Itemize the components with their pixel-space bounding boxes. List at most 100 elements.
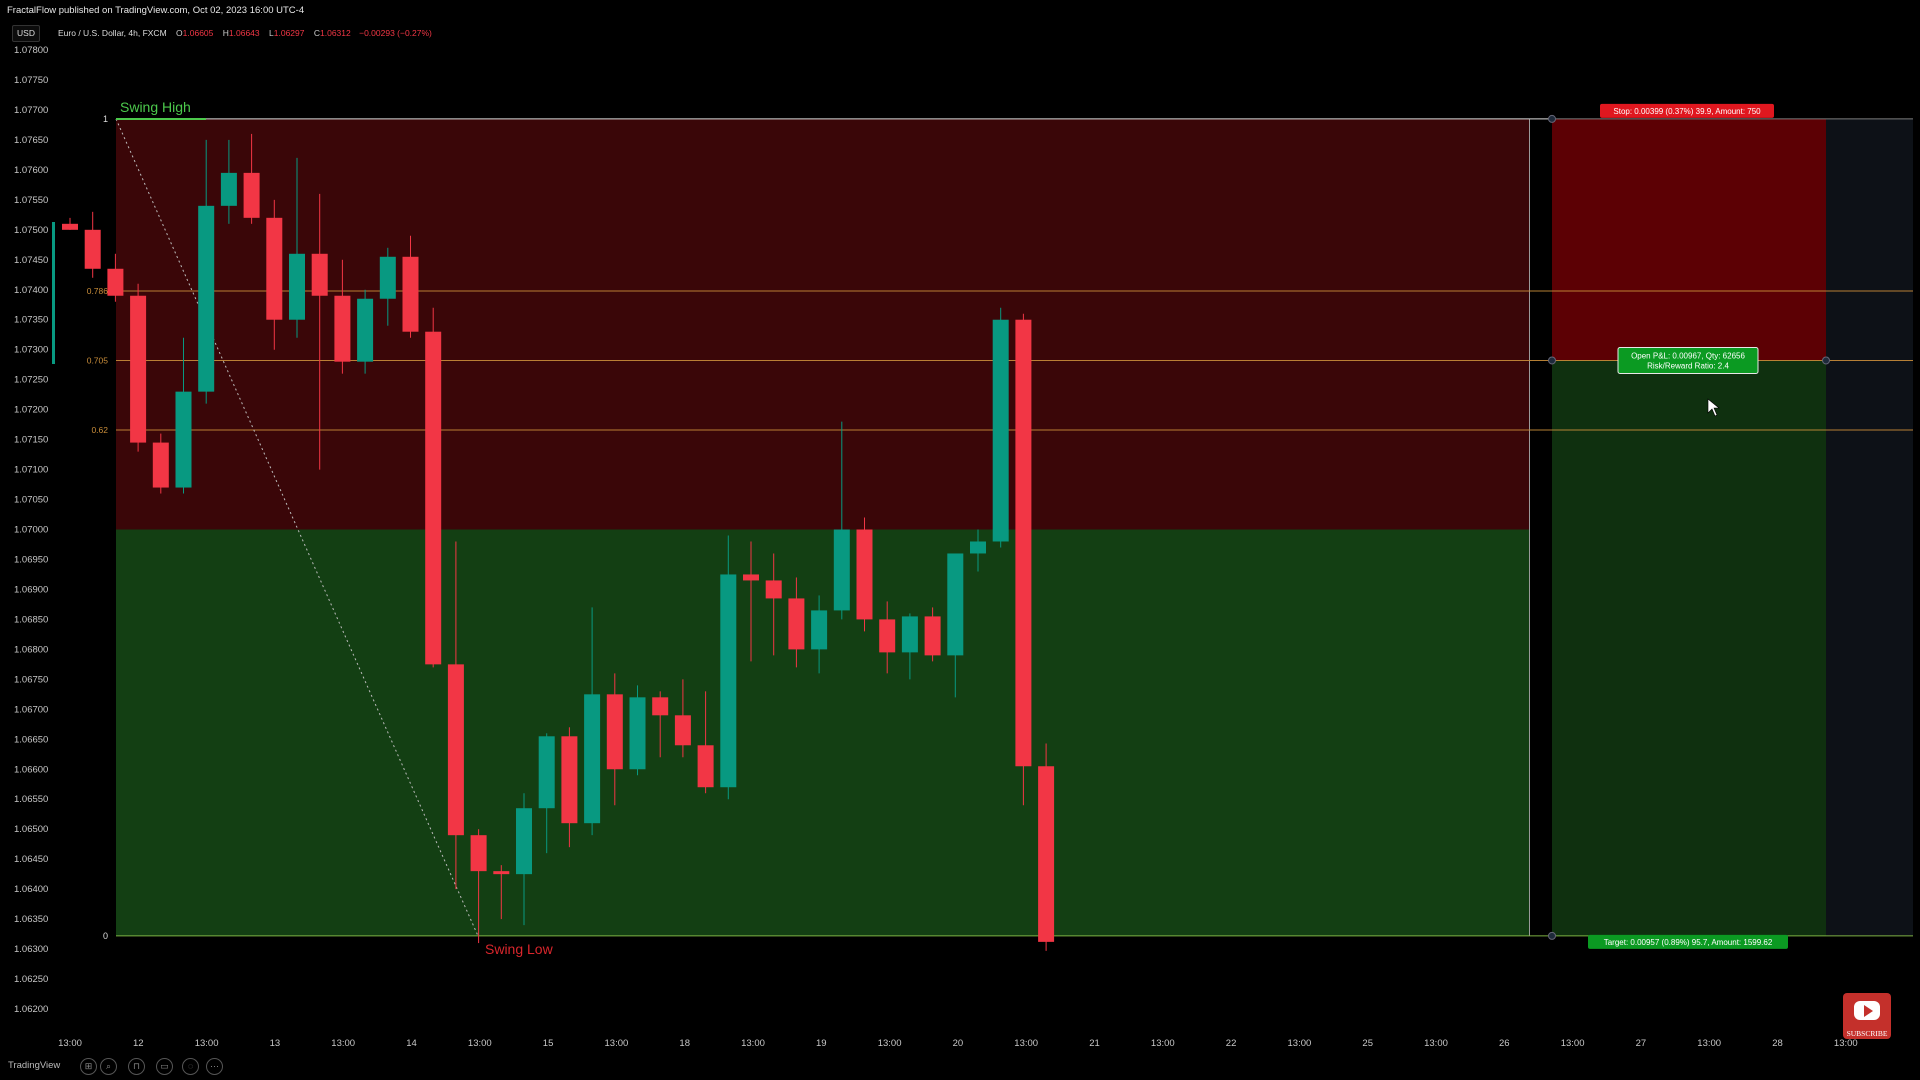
candle-body: [970, 541, 986, 554]
close-value: 1.06312: [320, 28, 351, 38]
symbol-name: Euro / U.S. Dollar, 4h, FXCM: [58, 28, 167, 38]
candle-body: [856, 529, 873, 620]
time-tick-label: 13:00: [468, 1038, 492, 1049]
candle-body: [175, 391, 192, 488]
chart-icon[interactable]: ⊞: [80, 1058, 97, 1075]
low-value: 1.06297: [273, 28, 305, 38]
candle-body: [289, 253, 305, 320]
time-tick-label: 13:00: [878, 1038, 902, 1049]
price-tick-label: 1.07500: [14, 225, 48, 236]
candle-body: [538, 736, 555, 809]
stop-label-text: Stop: 0.00399 (0.37%) 39.9, Amount: 750: [1613, 107, 1761, 116]
price-tick-label: 1.07550: [14, 195, 48, 206]
candle-body: [901, 616, 918, 653]
time-tick-label: 26: [1499, 1038, 1510, 1049]
candle-body: [765, 580, 782, 599]
time-axis[interactable]: 13:00 12 13:00 13 13:00 14 13:00 15 13:00 18 13:00…: [58, 1038, 1858, 1049]
time-tick-label: 21: [1089, 1038, 1100, 1049]
zoom-in-icon[interactable]: ⌕: [100, 1058, 117, 1075]
price-tick-label: 1.07650: [14, 135, 48, 146]
time-tick-label: 13:00: [195, 1038, 219, 1049]
price-tick-label: 1.07100: [14, 465, 48, 476]
time-tick-label: 15: [543, 1038, 554, 1049]
play-triangle-icon: [1864, 1005, 1873, 1017]
price-tick-label: 1.06200: [14, 1004, 48, 1015]
low-label: L: [269, 28, 274, 38]
price-tick-label: 1.07050: [14, 495, 48, 506]
candle-body: [334, 295, 351, 362]
price-tick-label: 1.06700: [14, 704, 48, 715]
magnet-icon[interactable]: ⊓: [128, 1058, 145, 1075]
close-label: C: [313, 28, 320, 38]
candle-body: [425, 331, 442, 665]
time-tick-label: 13:00: [331, 1038, 355, 1049]
price-tick-label: 1.07000: [14, 525, 48, 536]
candle-body: [357, 298, 374, 362]
candle-body: [516, 808, 532, 875]
fib-label-705: 0.705: [87, 355, 109, 365]
price-tick-label: 1.06350: [14, 914, 48, 925]
zones-layer: [116, 118, 1913, 936]
time-tick-label: 27: [1636, 1038, 1647, 1049]
candle-body: [584, 694, 601, 824]
pnl-label-box[interactable]: [1617, 346, 1759, 374]
indicator-bar: [52, 222, 55, 364]
lock-icon[interactable]: ▭: [156, 1058, 173, 1075]
candle-body: [311, 253, 328, 296]
price-tick-label: 1.06250: [14, 974, 48, 985]
target-zone[interactable]: [1552, 360, 1826, 936]
time-tick-label: 13:00: [1288, 1038, 1312, 1049]
price-tick-label: 1.07800: [14, 45, 48, 56]
price-tick-label: 1.07150: [14, 435, 48, 446]
subscribe-label: SUBSCRIBE: [1846, 1029, 1888, 1038]
time-tick-label: 19: [816, 1038, 827, 1049]
time-tick-label: 14: [406, 1038, 417, 1049]
candle-body: [697, 745, 714, 788]
publish-info: FractalFlow published on TradingView.com…: [7, 5, 305, 16]
tradingview-logo: TradingView: [8, 1060, 61, 1071]
time-tick-label: 13:00: [741, 1038, 765, 1049]
candle-body: [107, 268, 124, 296]
candle-body: [924, 616, 941, 656]
price-axis[interactable]: 1.07800 1.07750 1.07700 1.07650 1.07600 1.075…: [14, 45, 48, 1015]
candle-body: [720, 574, 737, 788]
stop-zone[interactable]: [1552, 118, 1826, 361]
target-label-text: Target: 0.00957 (0.89%) 95.7, Amount: 15…: [1604, 938, 1773, 947]
position-handle[interactable]: [1548, 931, 1556, 940]
candle-body: [152, 442, 169, 488]
candle-body: [84, 229, 101, 269]
price-tick-label: 1.07700: [14, 105, 48, 116]
candle-body: [674, 715, 691, 746]
more-icon[interactable]: ⋯: [206, 1058, 223, 1075]
price-tick-label: 1.07450: [14, 255, 48, 266]
candle-body: [402, 256, 419, 332]
symbol-info[interactable]: Euro / U.S. Dollar, 4h, FXCM O1.06605 H1…: [58, 28, 432, 38]
price-tick-label: 1.07600: [14, 165, 48, 176]
candle-body: [992, 319, 1009, 542]
fib-label-786: 0.786: [87, 286, 109, 296]
mouse-cursor-icon: [1707, 398, 1720, 417]
price-tick-label: 1.07200: [14, 405, 48, 416]
time-tick-label: 28: [1772, 1038, 1783, 1049]
price-tick-label: 1.06650: [14, 734, 48, 745]
fib-diagonal: [115, 118, 479, 937]
stop-label-box[interactable]: [1600, 103, 1774, 118]
time-tick-label: 13:00: [1697, 1038, 1721, 1049]
change-value: −0.00293 (−0.27%): [359, 28, 432, 38]
position-handle[interactable]: [1822, 356, 1830, 365]
price-tick-label: 1.07300: [14, 345, 48, 356]
price-tick-label: 1.06400: [14, 884, 48, 895]
time-tick-label: 13:00: [1151, 1038, 1175, 1049]
youtube-icon[interactable]: [1843, 993, 1891, 1039]
swing-low-label: Swing Low: [485, 941, 554, 957]
swing-high-label: Swing High: [120, 99, 191, 115]
price-tick-label: 1.06300: [14, 944, 48, 955]
position-handle[interactable]: [1548, 114, 1556, 123]
position-handle[interactable]: [1548, 356, 1556, 365]
fib-lower-zone: [116, 529, 1529, 936]
target-label-box[interactable]: [1588, 934, 1788, 949]
currency-button[interactable]: USD: [12, 25, 40, 42]
eye-icon[interactable]: ◌: [182, 1058, 199, 1075]
price-tick-label: 1.07350: [14, 315, 48, 326]
